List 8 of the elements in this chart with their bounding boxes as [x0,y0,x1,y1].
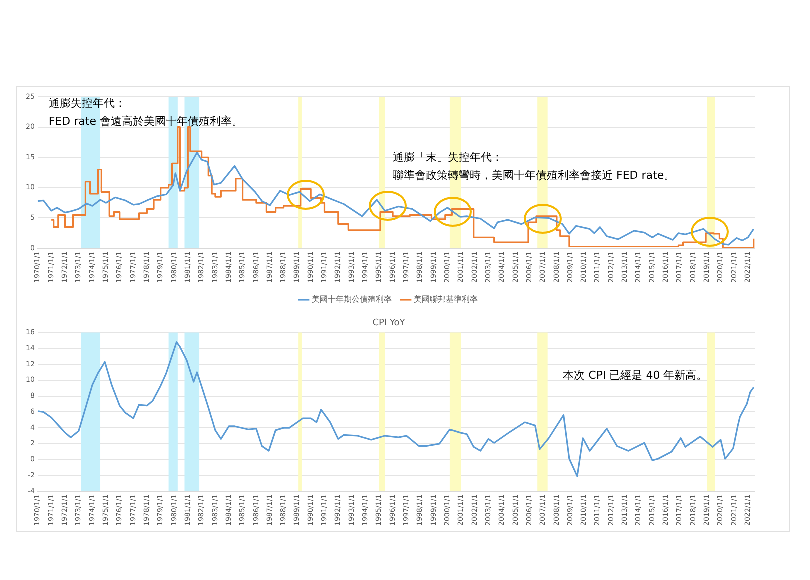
annotation: 通膨「末」失控年代： [393,150,503,165]
chart-title: CPI YoY [372,318,406,329]
annotation: 聯準會政策轉彎時，美國十年債殖利率會接近 FED rate。 [393,168,676,183]
legend-label: 美國十年期公債殖利率 [312,295,392,304]
annotation: 本次 CPI 已經是 40 年新高。 [563,368,708,383]
legend-label: 美國聯邦基準利率 [414,295,478,304]
annotation: FED rate 會遠高於美國十年債殖利率。 [48,114,243,129]
annotation: 通膨失控年代： [48,96,126,111]
